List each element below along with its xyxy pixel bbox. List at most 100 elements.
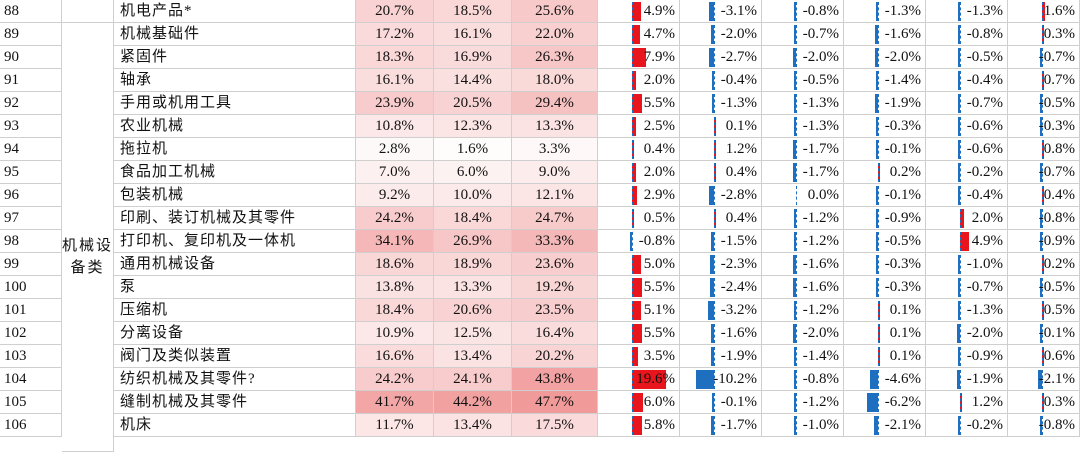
percent-cell: 14.4%: [434, 69, 512, 92]
bar-axis: [960, 71, 961, 90]
bar-axis: [960, 278, 961, 297]
data-bar: [632, 117, 637, 136]
change-cell: 5.5%: [598, 276, 680, 299]
change-cell: -0.3%: [844, 276, 926, 299]
change-value: 2.0%: [971, 210, 1003, 226]
data-bar: [956, 324, 960, 343]
data-bar: [711, 324, 714, 343]
change-value: 5.5%: [643, 279, 675, 295]
percent-cell: 23.6%: [512, 253, 598, 276]
table-row: 88 机电产品* 20.7% 18.5% 25.6% 4.9% -3.1% -0.8% -1.3…: [0, 0, 1080, 23]
data-bar: [793, 209, 796, 228]
product-name: 食品加工机械: [114, 161, 356, 184]
bar-axis: [1042, 347, 1043, 366]
data-bar: [709, 255, 714, 274]
change-cell: -3.1%: [680, 0, 762, 23]
data-bar: [709, 186, 714, 205]
table-row: 98 打印机、复印机及一体机 34.1% 26.9% 33.3% -0.8% -1.5% -1…: [0, 230, 1080, 253]
table-row: 92 手用或机用工具 23.9% 20.5% 29.4% 5.5% -1.3% -1.3% -1…: [0, 92, 1080, 115]
change-value: -1.4%: [802, 348, 839, 364]
data-bar: [632, 301, 641, 320]
change-cell: 0.3%: [1008, 23, 1080, 46]
percent-cell: 13.3%: [434, 276, 512, 299]
change-value: 0.5%: [1043, 302, 1075, 318]
change-cell: 4.9%: [926, 230, 1008, 253]
data-bar: [1042, 2, 1045, 21]
bar-axis: [714, 2, 715, 21]
bar-axis: [1042, 140, 1043, 159]
bar-axis: [714, 71, 715, 90]
change-cell: -1.0%: [926, 253, 1008, 276]
change-value: -0.8%: [1038, 417, 1075, 433]
table-row: 96 包装机械 9.2% 10.0% 12.1% 2.9% -2.8% 0.0% -0.1% -0…: [0, 184, 1080, 207]
change-cell: -1.9%: [926, 368, 1008, 391]
change-cell: 0.1%: [680, 115, 762, 138]
change-value: 0.1%: [889, 348, 921, 364]
change-value: -1.7%: [802, 141, 839, 157]
bar-axis: [878, 416, 879, 435]
change-cell: -0.4%: [680, 69, 762, 92]
percent-cell: 17.5%: [512, 414, 598, 437]
change-value: 0.2%: [889, 164, 921, 180]
bar-axis: [960, 186, 961, 205]
data-bar: [632, 347, 639, 366]
table-row: 89 机械基础件 17.2% 16.1% 22.0% 4.7% -2.0% -0.7% -1.6…: [0, 23, 1080, 46]
change-value: -3.1%: [720, 3, 757, 19]
data-bar: [874, 94, 878, 113]
data-bar: [958, 278, 960, 297]
bar-axis: [1042, 232, 1043, 251]
percent-cell: 9.2%: [356, 184, 434, 207]
bar-axis: [714, 324, 715, 343]
change-value: -2.8%: [720, 187, 757, 203]
bar-axis: [960, 2, 961, 21]
change-value: -1.5%: [720, 233, 757, 249]
percent-cell: 41.7%: [356, 391, 434, 414]
change-cell: -1.6%: [680, 322, 762, 345]
percent-cell: 1.6%: [434, 138, 512, 161]
data-bar: [793, 301, 796, 320]
change-cell: 0.5%: [598, 207, 680, 230]
bar-axis: [1042, 301, 1043, 320]
data-bar: [632, 393, 643, 412]
row-number: 91: [0, 69, 62, 92]
change-cell: -0.8%: [1008, 414, 1080, 437]
change-value: -0.5%: [802, 72, 839, 88]
change-value: -0.8%: [638, 233, 675, 249]
bar-axis: [796, 255, 797, 274]
change-cell: 5.5%: [598, 92, 680, 115]
table-row: 90 紧固件 18.3% 16.9% 26.3% 7.9% -2.7% -2.0% -2.0% -…: [0, 46, 1080, 69]
change-value: -0.9%: [884, 210, 921, 226]
bar-axis: [714, 255, 715, 274]
change-cell: -4.6%: [844, 368, 926, 391]
change-value: -0.5%: [1038, 95, 1075, 111]
change-cell: -1.9%: [844, 92, 926, 115]
bar-axis: [796, 347, 797, 366]
product-name: 轴承: [114, 69, 356, 92]
change-cell: -0.8%: [598, 230, 680, 253]
change-cell: 2.0%: [598, 69, 680, 92]
change-cell: -0.3%: [844, 115, 926, 138]
percent-cell: 25.6%: [512, 0, 598, 23]
bar-axis: [632, 140, 633, 159]
change-cell: -1.7%: [680, 414, 762, 437]
change-value: 7.9%: [643, 49, 675, 65]
data-bar: [1042, 25, 1044, 44]
change-cell: 19.6%: [598, 368, 680, 391]
change-value: -0.4%: [966, 72, 1003, 88]
bar-axis: [632, 393, 633, 412]
bar-axis: [632, 71, 633, 90]
change-cell: -1.2%: [762, 299, 844, 322]
bar-axis: [796, 25, 797, 44]
product-name: 缝制机械及其零件: [114, 391, 356, 414]
change-cell: -0.7%: [926, 92, 1008, 115]
percent-cell: 20.5%: [434, 92, 512, 115]
bar-axis: [796, 278, 797, 297]
change-cell: 1.2%: [680, 138, 762, 161]
percent-cell: 11.7%: [356, 414, 434, 437]
data-bar: [876, 232, 878, 251]
bar-axis: [796, 370, 797, 389]
bar-axis: [878, 25, 879, 44]
data-bar: [709, 48, 714, 67]
change-value: 19.6%: [636, 371, 675, 387]
percent-cell: 13.8%: [356, 276, 434, 299]
